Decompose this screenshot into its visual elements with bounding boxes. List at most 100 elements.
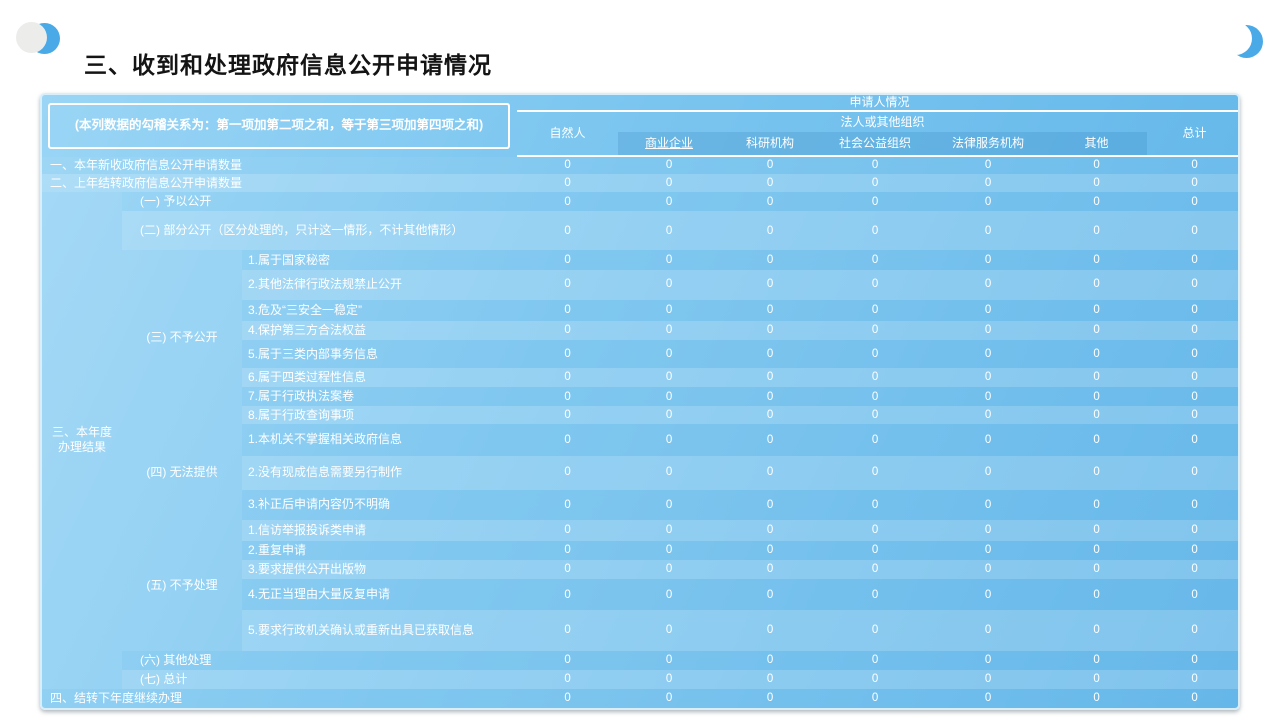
value-cell: 0 [517, 424, 619, 456]
value-cell: 0 [1147, 560, 1238, 580]
value-cell: 0 [618, 519, 721, 541]
row-label-needs-creation: 2.没有现成信息需要另行制作 [242, 455, 518, 490]
value-cell: 0 [820, 455, 931, 490]
table-body: 一、本年新收政府信息公开申请数量 0 0 0 0 0 0 0 二、上年结转政府信息公开申请数量 0… [42, 156, 1238, 708]
header-natural-person: 自然人 [517, 111, 619, 157]
value-cell: 0 [930, 455, 1047, 490]
row-label-new-received: 一、本年新收政府信息公开申请数量 [42, 156, 518, 175]
value-cell: 0 [618, 540, 721, 561]
row-label-other-handling: (六) 其他处理 [122, 650, 518, 670]
value-cell: 0 [1046, 368, 1148, 388]
table-row: 3.要求提供公开出版物 0 0 0 0 0 0 0 [42, 560, 1238, 580]
table-row: 8.属于行政查询事项 0 0 0 0 0 0 0 [42, 406, 1238, 425]
value-cell: 0 [1147, 610, 1238, 651]
value-cell: 0 [1147, 455, 1238, 490]
value-cell: 0 [720, 339, 821, 369]
value-cell: 0 [618, 406, 721, 425]
value-cell: 0 [820, 368, 931, 388]
table-row: 一、本年新收政府信息公开申请数量 0 0 0 0 0 0 0 [42, 156, 1238, 175]
row-label-granted: (一) 予以公开 [122, 192, 518, 212]
value-cell: 0 [1147, 320, 1238, 340]
value-cell: 0 [1046, 192, 1148, 212]
value-cell: 0 [517, 519, 619, 541]
row-label-petition-type: 1.信访举报投诉类申请 [242, 519, 518, 541]
value-cell: 0 [517, 669, 619, 689]
value-cell: 0 [820, 489, 931, 520]
table-header: (本列数据的勾稽关系为：第一项加第二项之和，等于第三项加第四项之和) 申请人情况… [42, 95, 1238, 157]
slide-corner-decoration-right [1219, 22, 1266, 60]
value-cell: 0 [720, 610, 821, 651]
value-cell: 0 [720, 455, 821, 490]
value-cell: 0 [720, 250, 821, 270]
value-cell: 0 [930, 299, 1047, 321]
value-cell: 0 [517, 579, 619, 611]
group-label-not-processed: (五) 不予处理 [122, 519, 242, 651]
row-label-still-unclear: 3.补正后申请内容仍不明确 [242, 489, 518, 520]
value-cell: 0 [1147, 669, 1238, 689]
value-cell: 0 [720, 489, 821, 520]
value-cell: 0 [618, 650, 721, 670]
value-cell: 0 [1147, 156, 1238, 175]
header-row-sub: 商业企业 科研机构 社会公益组织 法律服务机构 其他 [42, 132, 1238, 157]
row-label-process-info: 6.属于四类过程性信息 [242, 368, 518, 388]
value-cell: 0 [930, 688, 1047, 708]
header-commercial: 商业企业 [618, 132, 721, 157]
value-cell: 0 [1046, 339, 1148, 369]
value-cell: 0 [1147, 368, 1238, 388]
value-cell: 0 [720, 156, 821, 175]
value-cell: 0 [1147, 688, 1238, 708]
value-cell: 0 [720, 669, 821, 689]
group-label-denied: (三) 不予公开 [122, 250, 242, 425]
header-legal-services: 法律服务机构 [930, 132, 1047, 157]
value-cell: 0 [720, 387, 821, 407]
value-cell: 0 [517, 192, 619, 212]
value-cell: 0 [618, 424, 721, 456]
row-label-carried-over: 二、上年结转政府信息公开申请数量 [42, 174, 518, 193]
value-cell: 0 [720, 192, 821, 212]
value-cell: 0 [930, 406, 1047, 425]
value-cell: 0 [820, 211, 931, 251]
value-cell: 0 [820, 387, 931, 407]
value-cell: 0 [930, 269, 1047, 300]
value-cell: 0 [517, 156, 619, 175]
value-cell: 0 [720, 560, 821, 580]
value-cell: 0 [1147, 269, 1238, 300]
value-cell: 0 [618, 560, 721, 580]
value-cell: 0 [930, 650, 1047, 670]
row-label-enforcement-files: 7.属于行政执法案卷 [242, 387, 518, 407]
row-label-partial: (二) 部分公开（区分处理的，只计这一情形，不计其他情形） [122, 211, 518, 251]
value-cell: 0 [1046, 688, 1148, 708]
row-label-endanger-safety: 3.危及“三安全一稳定” [242, 299, 518, 321]
value-cell: 0 [1046, 610, 1148, 651]
value-cell: 0 [1147, 489, 1238, 520]
value-cell: 0 [720, 688, 821, 708]
header-other: 其他 [1046, 132, 1148, 157]
value-cell: 0 [930, 540, 1047, 561]
table-row: 二、上年结转政府信息公开申请数量 0 0 0 0 0 0 0 [42, 174, 1238, 193]
value-cell: 0 [517, 368, 619, 388]
value-cell: 0 [517, 387, 619, 407]
value-cell: 0 [517, 299, 619, 321]
value-cell: 0 [930, 489, 1047, 520]
table-row: 2.其他法律行政法规禁止公开 0 0 0 0 0 0 0 [42, 269, 1238, 300]
value-cell: 0 [517, 650, 619, 670]
value-cell: 0 [618, 156, 721, 175]
value-cell: 0 [1147, 339, 1238, 369]
row-label-reconfirm-info: 5.要求行政机关确认或重新出具已获取信息 [242, 610, 518, 651]
value-cell: 0 [1046, 579, 1148, 611]
value-cell: 0 [820, 610, 931, 651]
value-cell: 0 [720, 540, 821, 561]
value-cell: 0 [618, 368, 721, 388]
row-label-publications: 3.要求提供公开出版物 [242, 560, 518, 580]
value-cell: 0 [930, 519, 1047, 541]
value-cell: 0 [820, 174, 931, 193]
value-cell: 0 [1147, 540, 1238, 561]
value-cell: 0 [720, 299, 821, 321]
value-cell: 0 [930, 156, 1047, 175]
value-cell: 0 [930, 320, 1047, 340]
value-cell: 0 [517, 174, 619, 193]
row-label-not-held: 1.本机关不掌握相关政府信息 [242, 424, 518, 456]
table-row: (五) 不予处理 1.信访举报投诉类申请 0 0 0 0 0 0 0 [42, 519, 1238, 651]
value-cell: 0 [720, 424, 821, 456]
value-cell: 0 [1147, 174, 1238, 193]
